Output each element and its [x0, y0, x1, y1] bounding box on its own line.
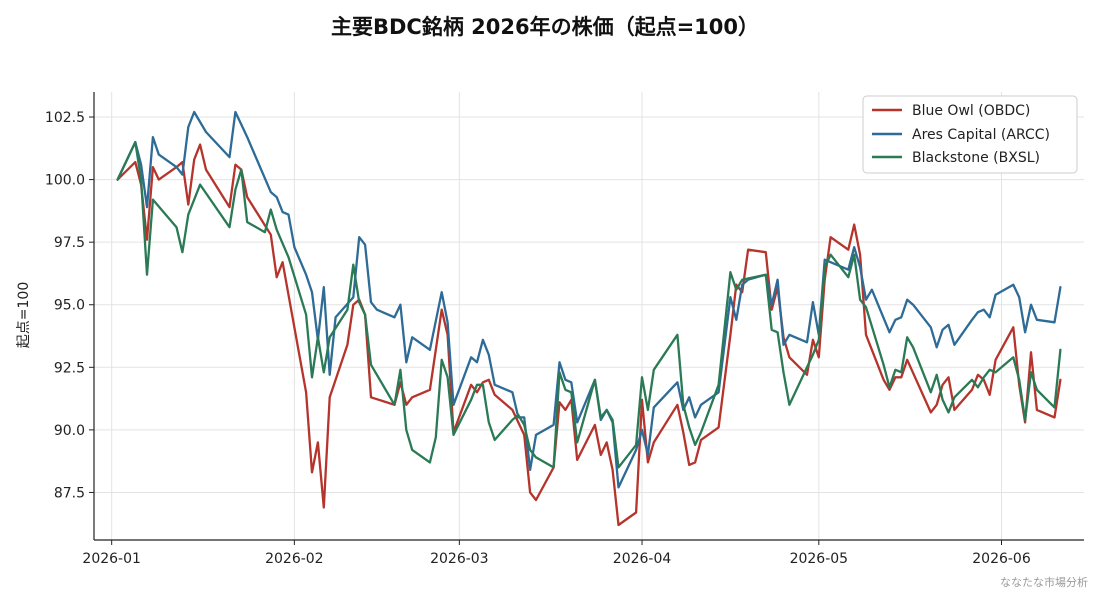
legend-label-bxsl: Blackstone (BXSL): [912, 150, 1040, 166]
series-line-bxsl: [116, 140, 1062, 469]
series-layer: [116, 110, 1062, 527]
y-tick-label: 97.5: [54, 235, 85, 251]
x-tick-label: 2026-02: [265, 551, 324, 567]
y-tick-label: 92.5: [54, 360, 85, 376]
series-line-obdc: [116, 143, 1062, 527]
y-tick-label: 95.0: [54, 298, 85, 314]
legend-label-obdc: Blue Owl (OBDC): [912, 103, 1030, 119]
axes-layer: 87.5 90.0 92.5 95.0 97.5 100.0 102.5 2026-01 202…: [45, 92, 1084, 567]
x-tick-label: 2026-04: [613, 551, 672, 567]
y-tick-label: 100.0: [45, 173, 85, 189]
y-tick-label: 102.5: [45, 110, 85, 126]
chart-title: 主要BDC銘柄 2026年の株価（起点=100）: [331, 15, 759, 39]
y-tick-label: 87.5: [54, 485, 85, 501]
x-tick-label: 2026-01: [82, 551, 141, 567]
grid-layer: [94, 92, 1084, 540]
credit-text: ななたな市場分析: [1000, 575, 1088, 589]
y-tick-label: 90.0: [54, 423, 85, 439]
x-tick-label: 2026-03: [430, 551, 489, 567]
legend-box: [862, 95, 1078, 174]
x-tick-label: 2026-06: [972, 551, 1031, 567]
legend-label-arcc: Ares Capital (ARCC): [912, 127, 1050, 143]
legend: Blue Owl (OBDC) Ares Capital (ARCC) Blac…: [862, 95, 1078, 174]
y-axis-label: 起点=100: [16, 282, 32, 348]
x-tick-label: 2026-05: [790, 551, 849, 567]
